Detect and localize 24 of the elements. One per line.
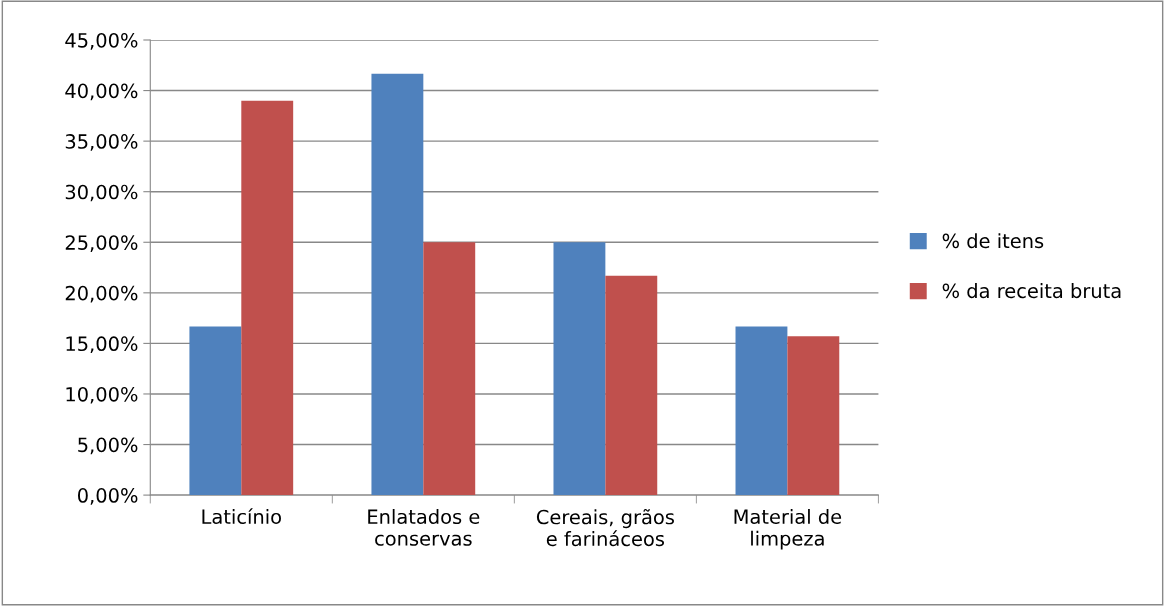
legend-label: % da receita bruta [942,283,1121,299]
y-tick-label: 5,00% [78,437,138,455]
y-tick-label: 35,00% [65,134,138,151]
bar [189,326,242,496]
y-tick-label: 25,00% [65,235,138,252]
legend-label: % de itens [942,233,1044,249]
bar [423,242,476,496]
bar [787,336,840,496]
y-tick-label: 30,00% [65,184,138,202]
y-tick-label: 20,00% [65,285,138,303]
y-tick-label: 40,00% [65,83,138,101]
bar [553,242,606,496]
y-tick-label: 0,00% [77,488,138,505]
x-tick-label: Cereais, grãos e farináceos [536,508,674,547]
bar [371,73,424,496]
bar [735,326,788,496]
y-tick-label: 10,00% [66,386,138,404]
y-tick-label: 45,00% [65,32,138,50]
y-tick-label: 15,00% [66,336,138,354]
bar [241,100,294,496]
x-tick-label: Laticínio [202,508,281,525]
x-tick-label: Enlatados e conservas [368,508,480,546]
x-tick-label: Material de limpeza [734,508,842,550]
bar [605,275,658,496]
